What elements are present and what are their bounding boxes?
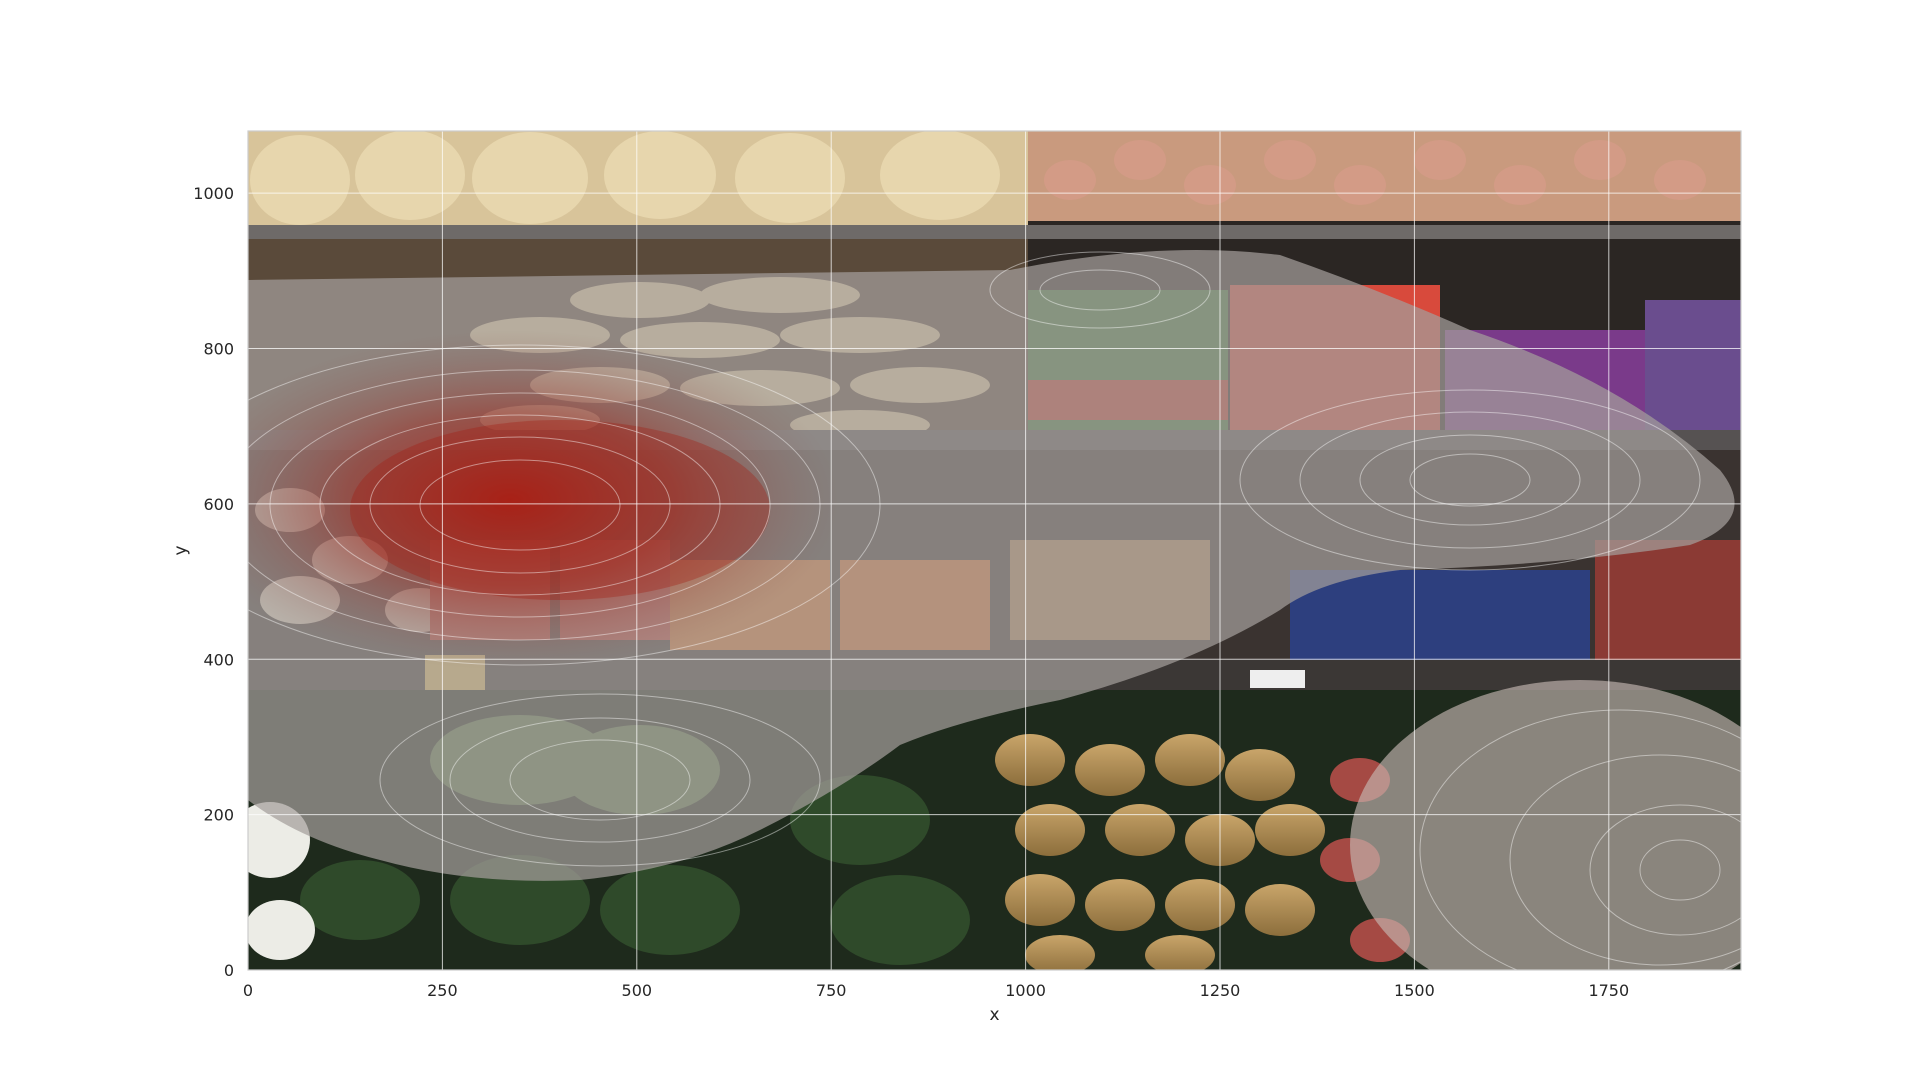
x-axis-label: x <box>989 1005 999 1025</box>
grid <box>248 131 1741 970</box>
x-tick-label: 750 <box>816 981 847 1000</box>
density-region-lower-right <box>1350 680 1741 970</box>
plot-frame <box>247 130 1742 971</box>
y-axis-ticks: 0 200 400 600 800 1000 <box>193 184 234 980</box>
y-tick-label: 600 <box>203 495 234 514</box>
x-tick-label: 250 <box>427 981 458 1000</box>
x-tick-label: 1250 <box>1200 981 1241 1000</box>
x-tick-label: 0 <box>243 981 253 1000</box>
x-axis-ticks: 0 250 500 750 1000 1250 1500 1750 <box>243 981 1629 1000</box>
y-axis-label: y <box>171 545 191 555</box>
plot-area <box>248 131 1741 970</box>
y-tick-label: 0 <box>224 961 234 980</box>
density-peak <box>248 330 840 670</box>
y-tick-label: 400 <box>203 650 234 669</box>
y-tick-label: 200 <box>203 806 234 825</box>
density-overlay <box>248 250 1741 970</box>
x-tick-label: 1500 <box>1394 981 1435 1000</box>
contour-lines <box>248 251 1741 970</box>
x-tick-label: 1750 <box>1588 981 1629 1000</box>
x-tick-label: 1000 <box>1005 981 1046 1000</box>
y-tick-label: 1000 <box>193 184 234 203</box>
y-tick-label: 800 <box>203 340 234 359</box>
x-tick-label: 500 <box>622 981 653 1000</box>
